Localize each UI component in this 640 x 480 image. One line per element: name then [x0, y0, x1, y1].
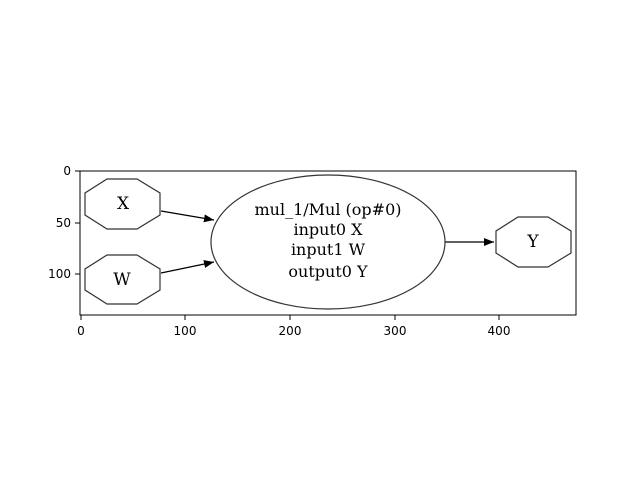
node-y-octagon	[495, 216, 572, 268]
y-axis: 0 50 100	[48, 164, 80, 281]
node-op-output0: output0 Y	[288, 262, 368, 281]
node-op-title: mul_1/Mul (op#0)	[255, 200, 402, 219]
edge-w-to-op	[160, 260, 215, 274]
edges	[160, 210, 494, 274]
x-tick-label: 0	[77, 324, 85, 338]
node-w-octagon	[84, 254, 161, 305]
node-w-label: W	[113, 270, 131, 290]
node-x: X	[84, 178, 161, 230]
node-x-label: X	[117, 194, 130, 214]
y-tick-label: 0	[63, 164, 71, 178]
node-op-input1: input1 W	[291, 240, 366, 259]
x-tick-label: 300	[384, 324, 407, 338]
x-tick-label: 400	[488, 324, 511, 338]
node-op: mul_1/Mul (op#0) input0 X input1 W outpu…	[210, 174, 446, 310]
node-op-input0: input0 X	[293, 220, 363, 239]
node-y: Y	[495, 216, 572, 268]
y-tick-label: 100	[48, 267, 71, 281]
x-tick-label: 100	[174, 324, 197, 338]
node-w: W	[84, 254, 161, 305]
node-x-octagon	[84, 178, 161, 230]
edge-x-to-op	[160, 210, 215, 223]
x-tick-label: 200	[279, 324, 302, 338]
y-tick-label: 50	[56, 216, 71, 230]
node-y-label: Y	[526, 232, 539, 252]
node-op-ellipse	[210, 174, 446, 310]
x-axis: 0 100 200 300 400	[77, 315, 510, 338]
